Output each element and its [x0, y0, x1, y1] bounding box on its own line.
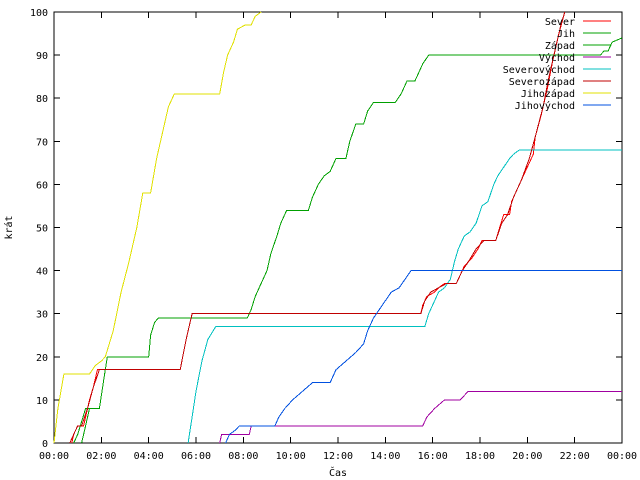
series-line: [71, 11, 566, 444]
legend-label: Jih: [557, 29, 575, 40]
legend: SeverJihZápadVýchodSeverovýchodSeverozáp…: [503, 17, 611, 112]
x-tick-label: 18:00: [465, 451, 495, 462]
y-tick-label: 50: [36, 224, 48, 235]
y-tick-label: 30: [36, 310, 48, 321]
x-tick-label: 10:00: [276, 451, 306, 462]
y-tick-label: 10: [36, 396, 48, 407]
legend-label: Západ: [545, 40, 575, 52]
y-tick-label: 80: [36, 94, 48, 105]
y-axis-label: krát: [3, 215, 15, 239]
y-tick-label: 100: [30, 8, 48, 19]
tick-labels: 00:00 02:00 04:00 06:00 08:00 10:00 12:00 14:00…: [30, 8, 637, 462]
legend-label: Jihovýchod: [515, 100, 575, 112]
series-line: [69, 11, 566, 444]
y-tick-label: 60: [36, 180, 48, 191]
x-tick-label: 12:00: [323, 451, 353, 462]
y-tick-label: 0: [42, 439, 48, 450]
x-tick-label: 08:00: [228, 451, 258, 462]
x-tick-label: 02:00: [86, 451, 116, 462]
plot-area: [53, 11, 623, 444]
series-line: [219, 390, 622, 444]
x-tick-label: 06:00: [181, 451, 211, 462]
y-tick-label: 20: [36, 353, 48, 364]
legend-label: Východ: [539, 52, 575, 64]
series-line: [187, 149, 622, 444]
y-tick-label: 40: [36, 267, 48, 278]
x-tick-label: 14:00: [370, 451, 400, 462]
legend-label: Severozápad: [509, 76, 575, 88]
x-tick-label: 20:00: [512, 451, 542, 462]
x-tick-label: 16:00: [418, 451, 448, 462]
x-axis-label: Čas: [329, 466, 347, 479]
legend-label: Sever: [545, 17, 575, 28]
x-tick-label: 22:00: [560, 451, 590, 462]
y-tick-label: 90: [36, 51, 48, 62]
legend-label: Jihozápad: [521, 88, 575, 100]
legend-label: Severovýchod: [503, 64, 575, 76]
series-line: [53, 11, 262, 444]
y-tick-label: 70: [36, 137, 48, 148]
x-tick-label: 04:00: [134, 451, 164, 462]
series-line: [73, 37, 623, 444]
series-line: [225, 270, 622, 444]
x-tick-label: 00:00: [607, 451, 637, 462]
x-tick-label: 00:00: [39, 451, 69, 462]
